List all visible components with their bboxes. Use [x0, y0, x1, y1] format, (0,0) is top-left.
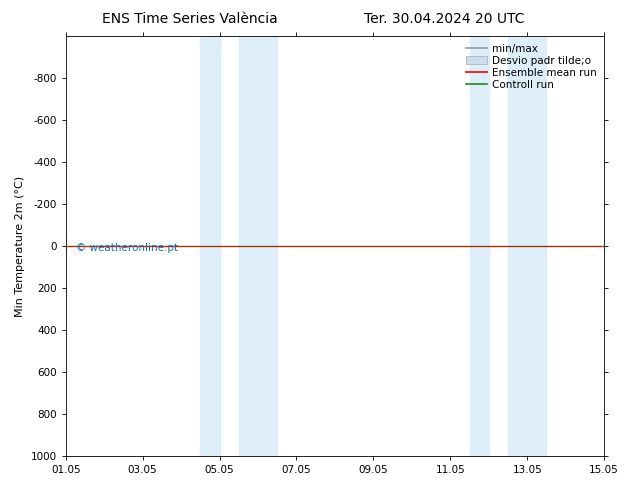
Text: ENS Time Series València: ENS Time Series València — [102, 12, 278, 26]
Text: Ter. 30.04.2024 20 UTC: Ter. 30.04.2024 20 UTC — [363, 12, 524, 26]
Text: © weatheronline.pt: © weatheronline.pt — [77, 243, 179, 253]
Bar — [470, 36, 489, 456]
Bar — [508, 36, 547, 456]
Bar — [200, 36, 219, 456]
Legend: min/max, Desvio padr tilde;o, Ensemble mean run, Controll run: min/max, Desvio padr tilde;o, Ensemble m… — [464, 42, 599, 92]
Y-axis label: Min Temperature 2m (°C): Min Temperature 2m (°C) — [15, 175, 25, 317]
Bar — [239, 36, 277, 456]
